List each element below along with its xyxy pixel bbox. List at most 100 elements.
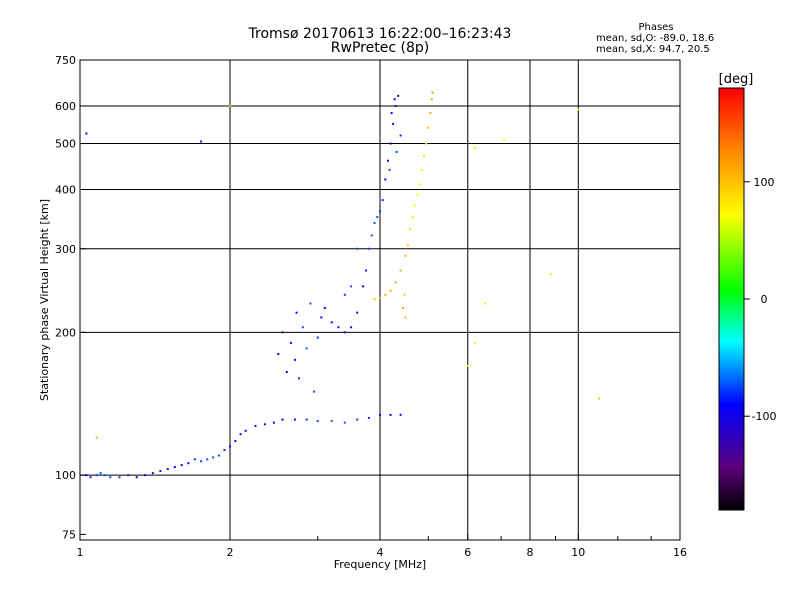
o-mode-point (212, 456, 215, 459)
o-mode-point (127, 474, 130, 477)
x-tick-label: 8 (527, 546, 534, 559)
y-tick-label: 750 (55, 54, 76, 67)
y-tick-label: 200 (55, 326, 76, 339)
x-tick-label: 1 (77, 546, 84, 559)
o-mode-point (367, 247, 370, 250)
x-mode-point (473, 341, 476, 344)
phase-stats-box: Phases mean, sd,O: -89.0, 18.6 mean, sd,… (596, 22, 716, 55)
o-mode-point (330, 420, 333, 423)
o-mode-point (395, 150, 398, 153)
x-mode-point (389, 289, 392, 292)
y-tick-label: 300 (55, 243, 76, 256)
o-mode-point (234, 440, 237, 443)
o-mode-point (135, 476, 138, 479)
o-mode-point (305, 418, 308, 421)
o-mode-point (393, 98, 396, 101)
o-mode-point (193, 458, 196, 461)
o-mode-point (293, 418, 296, 421)
o-mode-point (373, 222, 376, 225)
o-mode-point (386, 159, 389, 162)
o-mode-point (293, 358, 296, 361)
o-mode-point (200, 460, 203, 463)
x-mode-point (549, 273, 552, 276)
o-mode-point (229, 445, 231, 448)
o-mode-point (389, 413, 392, 416)
o-mode-point (89, 476, 92, 479)
o-mode-point (323, 307, 326, 310)
o-mode-point (379, 413, 381, 416)
x-axis-label: Frequency [MHz] (334, 558, 426, 571)
o-mode-point (206, 458, 209, 461)
x-mode-point (404, 316, 407, 319)
o-mode-point (320, 316, 323, 319)
x-mode-point (427, 126, 430, 129)
x-mode-point (402, 307, 405, 310)
colorbar-tick-label: 0 (761, 293, 768, 306)
o-mode-point (295, 311, 298, 314)
o-mode-point (362, 285, 365, 288)
o-mode-point (305, 347, 308, 350)
x-mode-point (394, 281, 397, 284)
x-mode-point (466, 364, 469, 367)
o-mode-point (356, 418, 359, 421)
o-mode-point (118, 476, 121, 479)
chart-subtitle: RwPretec (8p) (330, 40, 430, 56)
x-mode-point (503, 138, 506, 141)
x-mode-point (409, 228, 412, 231)
o-mode-point (365, 269, 368, 272)
o-mode-point (289, 341, 292, 344)
colorbar-tick-label: -100 (752, 410, 777, 423)
o-mode-point (399, 413, 402, 416)
x-mode-point (373, 298, 376, 301)
o-mode-point (297, 377, 300, 380)
o-mode-point (281, 331, 284, 334)
x-mode-point (384, 293, 387, 296)
o-mode-point (390, 111, 393, 114)
x-mode-point (229, 104, 231, 107)
x-mode-point (429, 111, 432, 114)
x-mode-point (406, 244, 409, 247)
o-mode-point (389, 142, 392, 145)
x-mode-point (379, 297, 381, 300)
phase-stats-heading: Phases (638, 22, 674, 33)
y-tick-label: 600 (55, 100, 76, 113)
x-mode-point (399, 269, 402, 272)
o-mode-point (301, 326, 304, 329)
o-mode-point (397, 94, 400, 97)
x-mode-point (431, 91, 434, 94)
y-tick-label: 75 (62, 528, 76, 541)
x-mode-point (420, 168, 423, 171)
o-mode-point (281, 418, 284, 421)
o-mode-point (343, 421, 346, 424)
x-mode-point (416, 193, 419, 196)
chart-title: Tromsø 20170613 16:22:00–16:23:43 (248, 26, 512, 42)
x-mode-point (403, 293, 406, 296)
x-mode-point (404, 254, 407, 257)
x-mode-point (95, 436, 98, 439)
o-mode-point (367, 416, 370, 419)
o-mode-point (103, 474, 106, 477)
x-tick-label: 16 (673, 546, 687, 559)
x-mode-point (413, 204, 416, 207)
colorbar-label: [deg] (719, 72, 754, 87)
o-mode-point (388, 168, 391, 171)
x-mode-point (577, 108, 580, 111)
o-mode-point (330, 321, 333, 324)
o-mode-point (109, 476, 112, 479)
o-mode-point (343, 331, 346, 334)
o-mode-point (316, 336, 319, 339)
o-mode-point (223, 448, 226, 451)
x-mode-point (425, 142, 428, 145)
x-tick-label: 6 (464, 546, 471, 559)
o-mode-point (272, 421, 275, 424)
x-mode-point (422, 155, 425, 158)
o-mode-point (337, 326, 340, 329)
o-mode-point (187, 462, 190, 465)
o-mode-point (151, 472, 154, 475)
o-mode-point (381, 199, 384, 202)
o-mode-point (384, 178, 387, 181)
o-mode-point (180, 464, 183, 467)
y-tick-label: 400 (55, 184, 76, 197)
o-mode-point (394, 104, 397, 107)
